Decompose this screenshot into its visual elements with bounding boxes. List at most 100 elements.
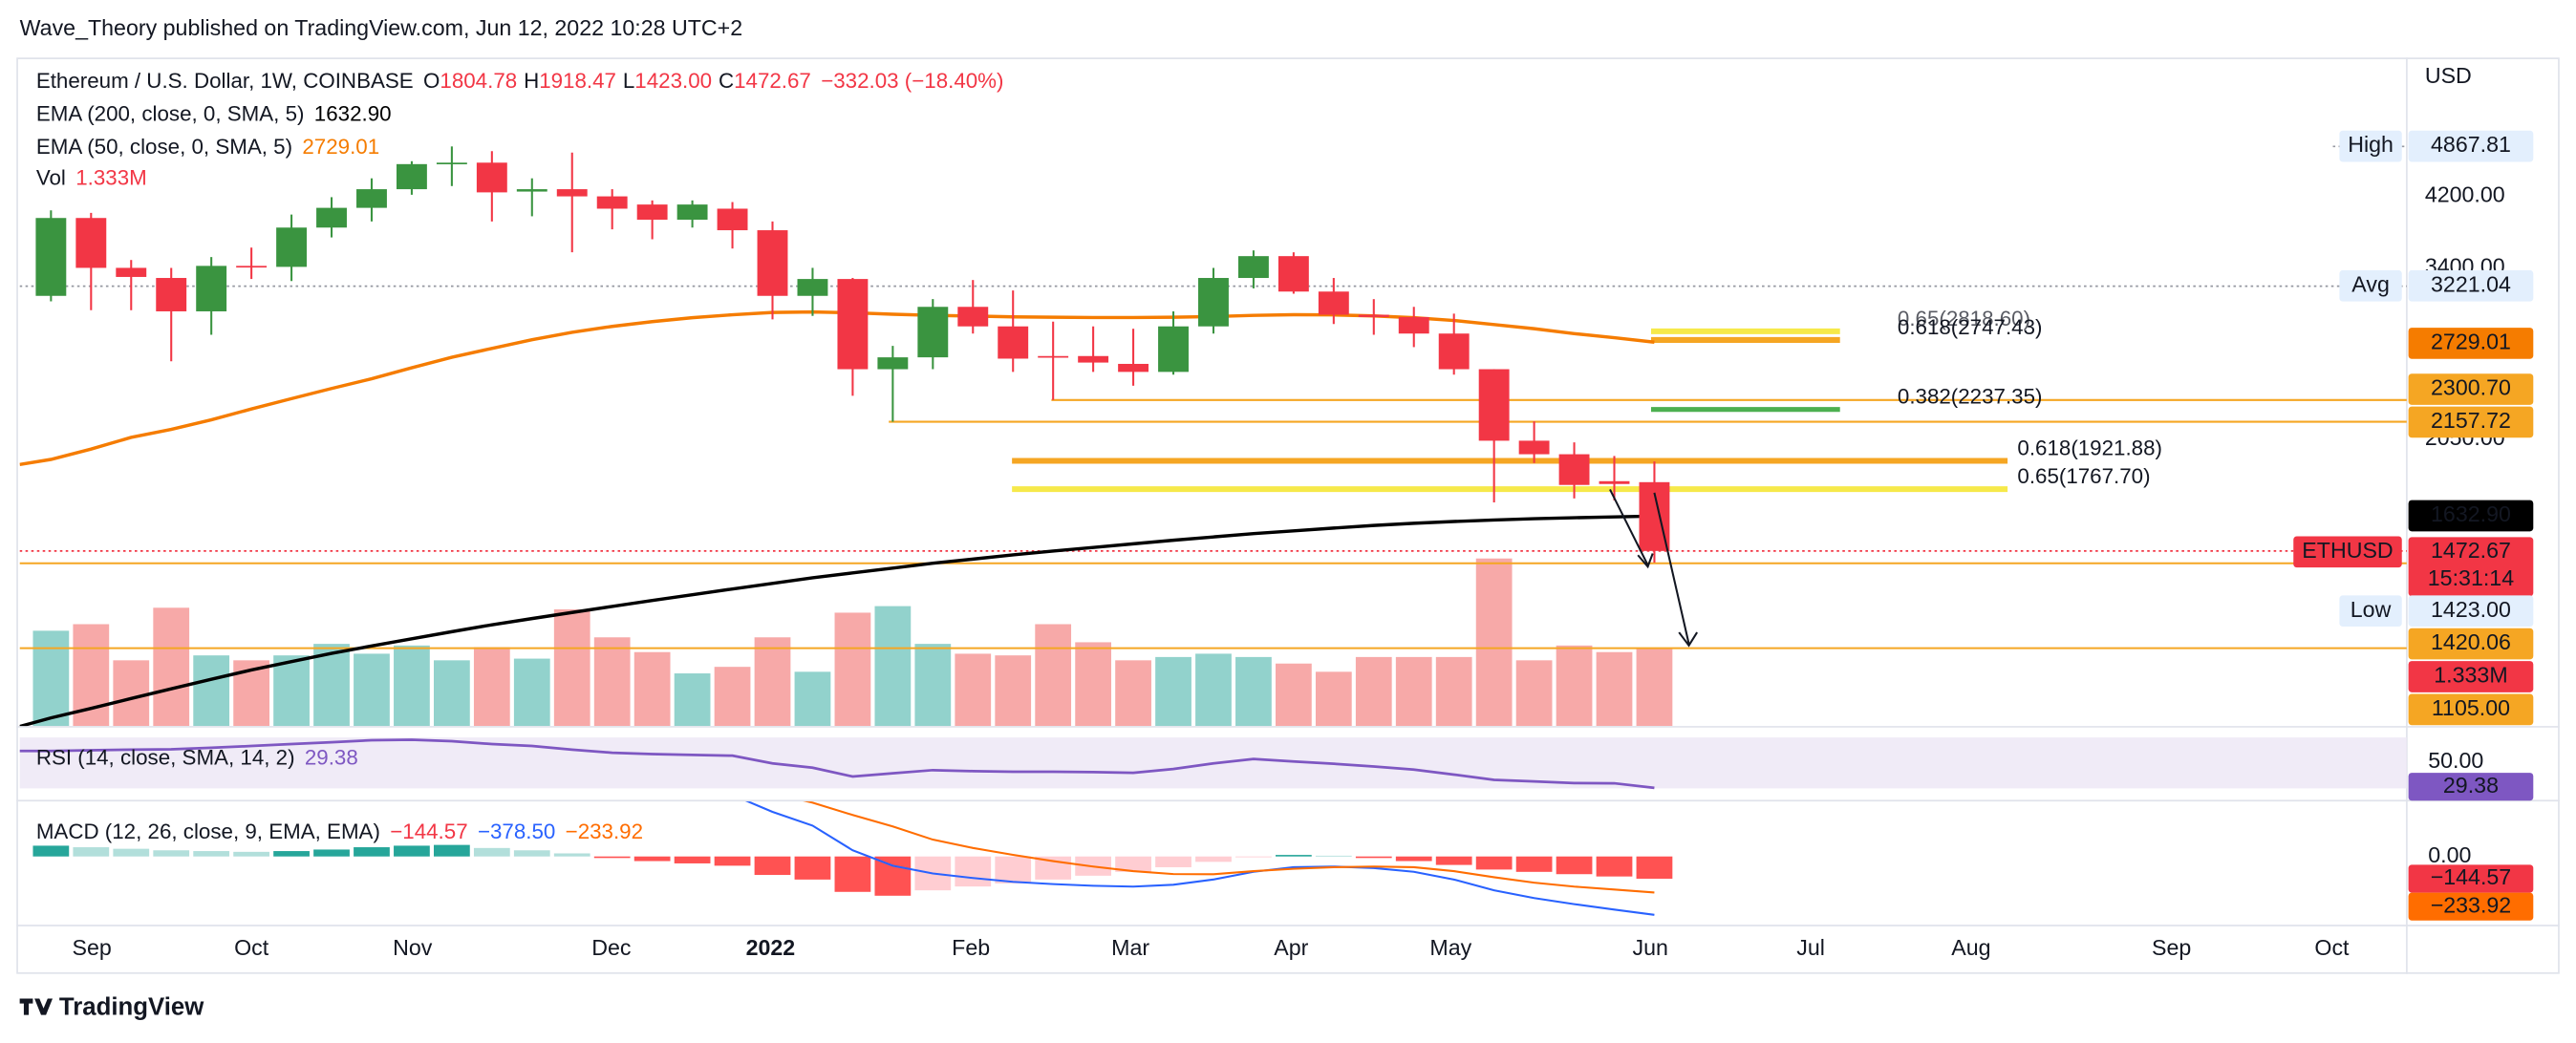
macd-histogram-bar xyxy=(1395,856,1432,862)
y-tick-label: 0.00 xyxy=(2428,842,2471,867)
x-tick-label: Jun xyxy=(1633,935,1668,960)
macd-histogram-bar xyxy=(434,844,470,857)
candle-body xyxy=(75,218,107,268)
x-tick-label: Oct xyxy=(2314,935,2350,960)
volume-bar xyxy=(434,660,470,727)
candle-body xyxy=(1599,480,1630,484)
macd-histogram-bar xyxy=(1315,855,1352,857)
candle-body xyxy=(877,357,909,370)
axis-tag-label: −144.57 xyxy=(2431,864,2512,889)
axis-tag-label: ETHUSD xyxy=(2302,538,2393,563)
axis-tag-label: 1105.00 xyxy=(2432,695,2510,720)
macd-histogram-bar xyxy=(354,847,390,857)
indicator-name: EMA (50, close, 0, SMA, 5) xyxy=(36,135,292,159)
candle-body xyxy=(837,279,869,370)
volume-bar xyxy=(513,658,550,727)
volume-bar xyxy=(1115,660,1151,727)
fib-label: 0.618(1921.88) xyxy=(2017,436,2162,459)
macd-histogram-bar xyxy=(1435,856,1472,865)
indicator-value: −378.50 xyxy=(478,820,555,843)
candle-body xyxy=(1478,369,1510,441)
frame xyxy=(16,57,2560,974)
axis-tag xyxy=(2408,269,2534,302)
candle-body xyxy=(596,196,628,209)
macd-legend: MACD (12, 26, close, 9, EMA, EMA) −144.57… xyxy=(36,820,643,843)
volume-legend: Vol 1.333M xyxy=(36,165,147,189)
x-tick-label: Mar xyxy=(1111,935,1149,960)
axis-tag-label: Avg xyxy=(2351,271,2390,296)
indicator-name: Vol xyxy=(36,165,66,189)
volume-bar xyxy=(1435,656,1472,727)
volume-bar xyxy=(553,608,590,727)
macd-histogram-bar xyxy=(473,847,510,857)
candle-body xyxy=(516,189,547,192)
macd-histogram-bar xyxy=(32,845,70,857)
volume-bar xyxy=(1276,663,1312,727)
volume-bar xyxy=(1475,558,1513,727)
macd-histogram-bar xyxy=(233,851,269,857)
volume-bar xyxy=(394,645,430,727)
volume-bar xyxy=(955,653,992,727)
candle-body xyxy=(116,267,147,277)
arrow-head xyxy=(1637,553,1654,569)
x-tick-label: Jul xyxy=(1796,935,1825,960)
axis-tag-label: 3221.04 xyxy=(2431,271,2511,296)
candle-body xyxy=(35,218,67,296)
axis-tag-label: 2729.01 xyxy=(2431,330,2511,354)
macd-line xyxy=(745,801,1655,916)
axis-tag-label: 1472.67 xyxy=(2431,538,2511,563)
volume-bar xyxy=(754,637,791,727)
volume-bar xyxy=(113,660,150,727)
symbol: Ethereum / U.S. Dollar, 1W, COINBASE xyxy=(36,69,414,93)
brand: TradingView xyxy=(19,994,204,1021)
candle-body xyxy=(436,162,467,165)
candle-body xyxy=(1518,440,1550,455)
macd-histogram-bar xyxy=(553,853,590,857)
axis-tag xyxy=(2408,328,2534,359)
right-axis: 4200.003400.002050.0050.000.00High4867.8… xyxy=(2293,130,2534,921)
axis-tag xyxy=(2408,864,2534,893)
macd-histogram-bar xyxy=(834,856,871,892)
rsi-line xyxy=(19,738,1655,790)
ohlc-value: 1804.78 xyxy=(440,69,517,93)
arrow-line xyxy=(1653,492,1690,645)
candle-body xyxy=(1118,363,1149,372)
macd-histogram-bar xyxy=(1195,856,1232,862)
axis-tag-label: Low xyxy=(2351,597,2392,622)
y-axis-label: USD xyxy=(2425,63,2472,88)
volume-bar xyxy=(153,607,190,727)
volume-bar xyxy=(1636,649,1673,727)
axis-tag xyxy=(2408,773,2534,801)
axis-tag-label: 4867.81 xyxy=(2431,132,2511,157)
axis-tag xyxy=(2408,693,2534,726)
candle-body xyxy=(556,189,588,197)
axis-tag xyxy=(2408,406,2534,438)
volume-bar xyxy=(633,651,671,727)
macd-histogram-bar xyxy=(1115,856,1151,872)
candle-body xyxy=(156,278,187,311)
indicator-value: 29.38 xyxy=(305,745,358,769)
axis-tag-label: 1632.90 xyxy=(2431,501,2511,526)
volume-bar xyxy=(874,606,912,727)
fib-label: 0.618(2747.43) xyxy=(1898,315,2043,339)
ohlc-value: 1918.47 xyxy=(539,69,616,93)
macd-histogram-bar xyxy=(794,856,831,880)
volume-bar xyxy=(1195,653,1232,727)
candle-body xyxy=(196,266,227,311)
candle-body xyxy=(917,307,949,358)
axis-tag xyxy=(2408,130,2534,162)
rsi-legend: RSI (14, close, SMA, 14, 2) 29.38 xyxy=(36,745,358,769)
ohlc-key: O xyxy=(423,69,440,93)
macd-histogram-bar xyxy=(1515,856,1553,872)
macd-histogram-bar xyxy=(1355,856,1392,859)
candle-body xyxy=(1078,355,1109,363)
x-tick-label: Sep xyxy=(2152,935,2191,960)
axis-tag xyxy=(2408,500,2534,532)
macd-histogram-bar xyxy=(593,856,631,859)
axis-tag-label: 2300.70 xyxy=(2431,375,2511,400)
volume-bar xyxy=(995,655,1032,727)
macd-histogram-bar xyxy=(995,856,1032,883)
ohlc-change: −332.03 (−18.40%) xyxy=(821,69,1003,93)
ohlc-key: H xyxy=(524,69,539,93)
volume-bar xyxy=(273,655,310,727)
